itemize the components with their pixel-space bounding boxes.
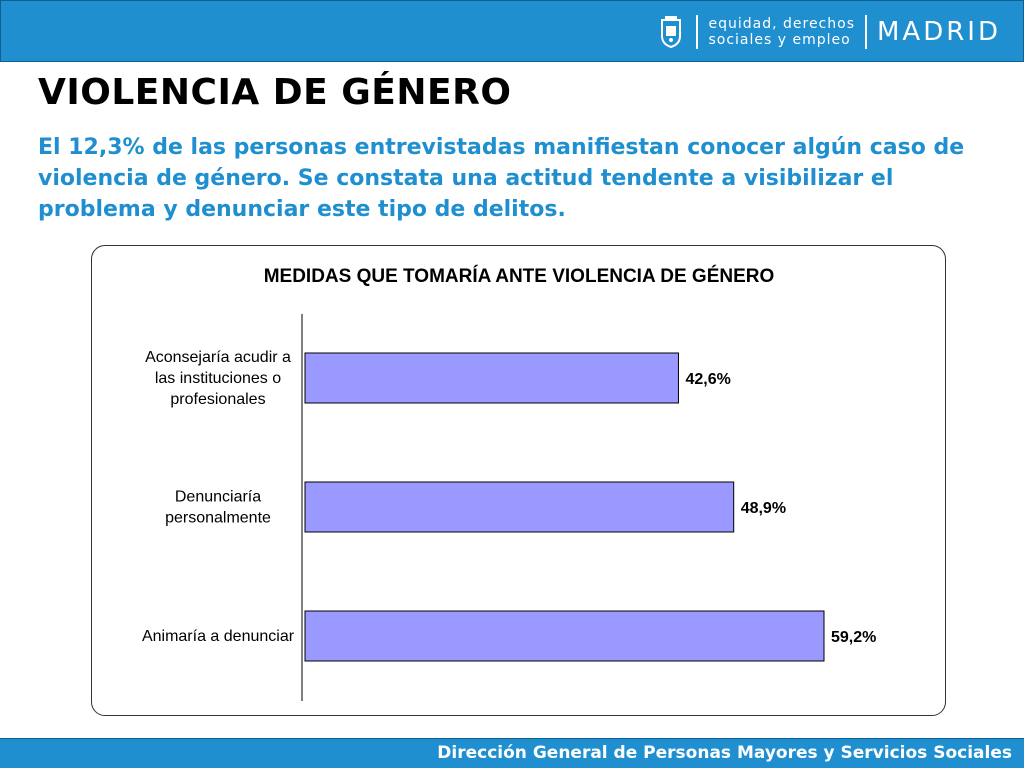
brand-separator: [696, 15, 699, 49]
bar-3: [304, 610, 825, 662]
department-line-2: sociales y empleo: [708, 32, 851, 48]
header-bar: equidad, derechos sociales y empleo MADR…: [0, 0, 1024, 62]
page-title: VIOLENCIA DE GÉNERO: [38, 72, 512, 113]
department-line-1: equidad, derechos: [708, 16, 855, 32]
brand-logo: equidad, derechos sociales y empleo MADR…: [660, 11, 1001, 53]
bar-2: [304, 481, 735, 533]
madrid-crest-icon: [660, 16, 682, 49]
chart-title: MEDIDAS QUE TOMARÍA ANTE VIOLENCIA DE GÉ…: [264, 265, 775, 287]
bar-value-label-1: 42,6%: [685, 371, 730, 388]
department-name: equidad, derechos sociales y empleo: [708, 16, 855, 48]
bar-value-label-3: 59,2%: [831, 629, 876, 646]
category-label-2: Denunciaría personalmente: [165, 489, 271, 527]
footer-bar: Dirección General de Personas Mayores y …: [0, 738, 1024, 768]
bar-value-label-2: 48,9%: [741, 500, 786, 517]
bar-1: [304, 352, 679, 404]
chart-frame: MEDIDAS QUE TOMARÍA ANTE VIOLENCIA DE GÉ…: [91, 245, 946, 716]
category-label-3: Animaría a denunciar: [142, 628, 295, 645]
footer-text: Dirección General de Personas Mayores y …: [437, 743, 1012, 763]
brand-separator-2: [865, 15, 867, 49]
bar-chart: MEDIDAS QUE TOMARÍA ANTE VIOLENCIA DE GÉ…: [142, 265, 876, 701]
city-name: MADRID: [877, 17, 1001, 47]
page-subtitle: El 12,3% de las personas entrevistadas m…: [38, 135, 965, 222]
